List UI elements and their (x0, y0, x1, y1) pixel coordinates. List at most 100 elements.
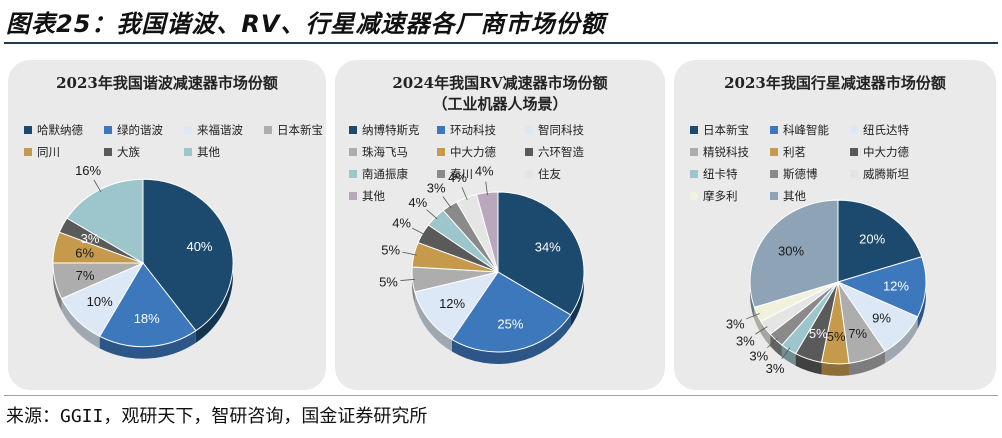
leader-line (755, 326, 768, 335)
legend-item: 同川 (24, 144, 60, 160)
data-label: 7% (848, 326, 867, 341)
legend-label: 斯德博 (783, 167, 818, 181)
legend-swatch (104, 126, 112, 134)
legend-swatch (850, 170, 858, 178)
pie-slice-side (195, 263, 233, 343)
legend-item: 摩多利 (690, 188, 738, 204)
legend-label: 来福谐波 (197, 123, 243, 137)
data-label: 4% (475, 164, 494, 179)
legend-label: 环动科技 (450, 123, 496, 137)
pie-slice (142, 178, 234, 332)
legend-item: 纽卡特 (690, 166, 738, 182)
figure-title: 图表25：我国谐波、RV、行星减速器各厂商市场份额 (6, 10, 606, 38)
data-label: 6% (75, 246, 94, 261)
leader-line (746, 313, 760, 320)
data-label: 7% (76, 268, 95, 283)
data-label: 9% (872, 311, 891, 326)
planetary-reducer-panel: 2023年我国行星减速器市场份额 日本新宝 科峰智能 纽氏达特 精锐科技 利茗 中大力德纽… (674, 60, 996, 390)
legend-item: 威腾斯坦 (850, 166, 909, 182)
legend-item: 日本新宝 (690, 122, 749, 138)
legend-label: 日本新宝 (703, 123, 749, 137)
legend-item: 珠海飞马 (349, 144, 408, 160)
data-label: 30% (778, 243, 804, 258)
legend-swatch (770, 126, 778, 134)
data-label: 5% (379, 275, 398, 290)
pie-slice-side (760, 321, 771, 347)
legend-label: 中大力德 (450, 145, 496, 159)
legend-item: 绿的谐波 (104, 122, 163, 138)
pie-slice-side (414, 291, 452, 352)
legend-label: 同川 (37, 145, 60, 159)
data-labels: 34%25%12%5%5%4%4%3%4% 4% (379, 164, 561, 332)
legend-label: 纽氏达特 (863, 123, 909, 137)
legend-swatch (184, 148, 192, 156)
legend-item: 利茗 (770, 144, 806, 160)
legend-item: 六环智造 (525, 144, 584, 160)
legend-swatch (525, 126, 533, 134)
legend-item: 其他 (184, 144, 220, 160)
legend-label: 大族 (117, 145, 140, 159)
pie-slices (52, 178, 234, 348)
pie-slice-side (795, 353, 822, 375)
pie-slice-side (754, 307, 761, 334)
legend-label: 秦川 (450, 167, 473, 181)
legend-item: 斯德博 (770, 166, 818, 182)
legend-item: 纽氏达特 (850, 122, 909, 138)
pie-chart: 34%25%12%5%5%4%4%3%4% 4% (379, 164, 585, 364)
pie-chart: 40% 18% 10% 7% 6%3% 16% (52, 163, 234, 359)
title-divider (4, 42, 998, 44)
legend-label: 其他 (362, 189, 385, 203)
legend-item: 其他 (770, 188, 806, 204)
data-label: 5% (827, 329, 846, 344)
legend-label: 利茗 (783, 145, 806, 159)
data-label: 3% (736, 334, 755, 349)
legend-label: 精锐科技 (703, 145, 749, 159)
legend-label: 哈默纳德 (37, 123, 83, 137)
legend-swatch (24, 126, 32, 134)
data-label: 34% (535, 240, 561, 255)
legend-swatch (690, 126, 698, 134)
pie-slices (411, 191, 585, 353)
legend-swatch (437, 148, 445, 156)
pie-slice (836, 256, 927, 318)
legend-item: 南通振康 (349, 166, 408, 182)
data-label: 12% (883, 278, 909, 293)
pie-slices (749, 199, 927, 365)
pie-slice-side (917, 282, 926, 329)
leader-line (426, 209, 438, 220)
legend-swatch (264, 126, 272, 134)
legend-label: 其他 (197, 145, 220, 159)
pie-slice (451, 271, 572, 353)
leader-line (781, 347, 791, 360)
legend-item: 大族 (104, 144, 140, 160)
legend-label: 六环智造 (538, 145, 584, 159)
legend-item: 其他 (349, 188, 385, 204)
legend-swatch (104, 148, 112, 156)
pie-slice-side (849, 351, 886, 376)
legend-item: 秦川 (437, 166, 473, 182)
leader-line (767, 337, 778, 349)
footer-divider (4, 395, 998, 396)
legend-swatch (770, 192, 778, 200)
legend-label: 威腾斯坦 (863, 167, 909, 181)
legend-swatch (437, 170, 445, 178)
legend-swatch (437, 126, 445, 134)
legend-swatch (690, 192, 698, 200)
data-label: 3% (81, 231, 100, 246)
legend-swatch (770, 148, 778, 156)
chart-subtitle: （工业机器人场景） (432, 95, 568, 113)
data-label: 5% (809, 326, 828, 341)
legend-swatch (770, 170, 778, 178)
legend-label: 住友 (538, 167, 561, 181)
legend-label: 日本新宝 (277, 123, 323, 137)
leader-line (442, 196, 452, 209)
legend-label: 其他 (783, 189, 806, 203)
rv-reducer-panel: 2024年我国RV减速器市场份额 （工业机器人场景） 纳博特斯克 环动科技 智同科技… (335, 60, 665, 390)
legend-swatch (24, 148, 32, 156)
legend-label: 纳博特斯克 (362, 123, 420, 137)
pie-chart: 20%12%9%7%5%5%3%3%3%3%30% (726, 199, 927, 376)
data-label: 16% (75, 163, 101, 178)
legend-swatch (850, 126, 858, 134)
data-label: 10% (87, 294, 113, 309)
legend-label: 南通振康 (362, 167, 408, 181)
